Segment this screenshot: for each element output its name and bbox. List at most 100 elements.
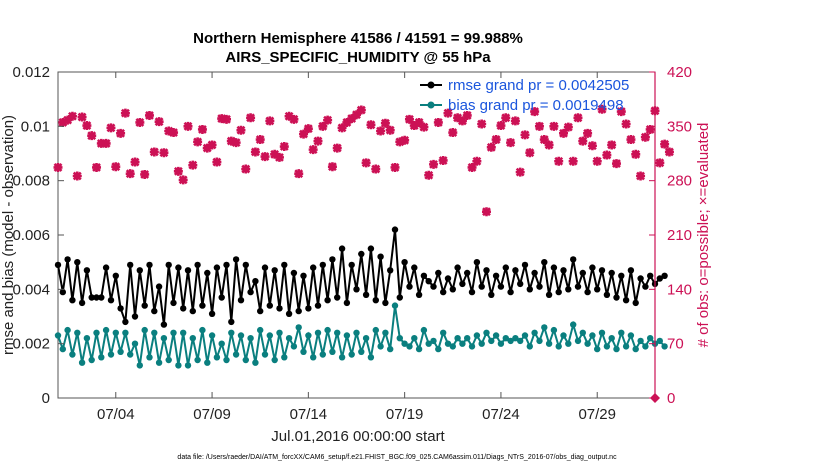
series-0-point-114: [603, 291, 611, 298]
obs-count-marker-2: [63, 115, 73, 125]
series-0-point-36: [228, 318, 235, 326]
obs-count-marker-107: [568, 156, 578, 166]
series-1-point-20: [151, 329, 158, 336]
series-1-point-79: [435, 345, 442, 353]
series-0-point-76: [420, 272, 428, 279]
series-0-point-51: [300, 272, 307, 279]
series-0-point-92: [497, 283, 505, 290]
y-right-tick-label-1: 70: [667, 336, 684, 353]
series-1-point-121: [637, 337, 644, 345]
series-1-point-108: [574, 337, 582, 345]
series-0-point-18: [141, 302, 148, 309]
series-1-point-114: [603, 343, 611, 350]
series-1-point-101: [541, 324, 548, 331]
series-0-point-95: [512, 267, 519, 274]
obs-count-marker-38: [236, 125, 246, 135]
series-1-point-64: [362, 335, 370, 342]
series-0-point-107: [570, 256, 577, 263]
series-0-point-34: [218, 294, 225, 301]
obs-count-marker-80: [438, 155, 448, 165]
obs-count-marker-11: [106, 123, 116, 133]
series-1-point-97: [521, 332, 529, 339]
series-0-point-25: [175, 264, 182, 271]
series-0-point-111: [589, 264, 596, 271]
series-0-point-122: [642, 283, 649, 290]
obs-count-marker-112: [592, 156, 602, 166]
data-file-footnote: data file: /Users/raeder/DAI/ATM_forcXX/…: [177, 454, 617, 461]
series-1-point-11: [107, 351, 115, 358]
series-1-point-18: [141, 326, 148, 334]
series-0-point-48: [285, 310, 293, 317]
series-0-point-39: [242, 261, 249, 269]
obs-count-marker-31: [202, 143, 212, 153]
series-0-point-69: [387, 267, 394, 274]
series-0-point-84: [459, 280, 466, 288]
obs-count-marker-63: [356, 105, 366, 115]
series-1-point-92: [497, 340, 505, 347]
obs-count-marker-106: [563, 122, 573, 132]
series-0-point-75: [415, 291, 423, 298]
series-0-point-46: [276, 305, 283, 312]
obs-count-marker-119: [626, 135, 636, 145]
series-0-point-47: [281, 261, 288, 269]
obs-count-marker-47: [279, 142, 289, 152]
series-1-point-35: [223, 356, 230, 364]
obs-count-marker-64: [361, 158, 371, 168]
series-0-point-102: [545, 291, 553, 298]
series-0-point-101: [541, 259, 548, 266]
series-1-point-2: [64, 326, 71, 334]
series-1-point-33: [213, 354, 221, 361]
obs-count-marker-72: [400, 135, 410, 145]
obs-count-marker-0: [53, 162, 63, 172]
obs-count-marker-115: [607, 140, 617, 150]
series-1-point-32: [208, 332, 216, 339]
series-0-point-61: [348, 261, 355, 269]
obs-count-marker-53: [308, 145, 318, 155]
series-0-point-14: [122, 318, 129, 326]
series-0-point-31: [204, 269, 211, 277]
y-right-tick-label-4: 280: [667, 173, 692, 190]
obs-count-marker-121: [636, 171, 646, 181]
series-1-point-82: [449, 343, 456, 350]
series-0-point-72: [401, 259, 408, 266]
series-0-point-103: [550, 264, 558, 271]
series-0-point-4: [74, 259, 81, 266]
series-0-point-11: [107, 297, 115, 304]
series-0-point-57: [329, 256, 336, 263]
obs-count-marker-60: [342, 117, 352, 127]
series-1-point-86: [468, 343, 476, 350]
obs-count-marker-50: [294, 169, 304, 179]
series-0-point-67: [377, 253, 384, 260]
obs-count-marker-7: [87, 131, 97, 141]
chart-subtitle: AIRS_SPECIFIC_HUMIDITY @ 55 hPa: [225, 49, 491, 66]
series-1-point-63: [358, 348, 365, 355]
series-1-point-31: [204, 359, 211, 366]
series-1-point-15: [127, 351, 134, 358]
x-tick-label-2: 07/14: [290, 406, 328, 423]
obs-count-marker-58: [332, 143, 342, 153]
series-0-point-53: [310, 264, 317, 271]
series-1-point-38: [237, 332, 245, 339]
series-1-point-44: [266, 332, 273, 339]
series-0-point-8: [93, 294, 100, 301]
y-left-tick-label-6: 0.012: [12, 64, 50, 81]
series-0-point-5: [78, 299, 86, 307]
series-1-point-67: [377, 343, 384, 350]
series-0-point-94: [507, 288, 514, 296]
obs-count-marker-67: [376, 126, 386, 136]
plot-area: 07/04 07/09 07/14 07/19 07/24 07/29 0 0.002 0.00…: [12, 64, 692, 423]
obs-count-marker-55: [318, 121, 328, 131]
obs-count-marker-52: [303, 124, 313, 134]
obs-count-marker-10: [101, 138, 111, 148]
series-0-point-0: [54, 261, 62, 269]
series-0-point-20: [151, 307, 158, 315]
obs-count-marker-61: [347, 114, 357, 124]
series-1-point-93: [502, 335, 509, 342]
obs-count-marker-9: [96, 138, 106, 148]
obs-count-marker-105: [559, 128, 569, 138]
obs-count-marker-28: [188, 160, 198, 170]
obs-count-marker-68: [380, 118, 390, 128]
series-0-point-32: [208, 310, 216, 317]
series-1-point-16: [131, 340, 139, 347]
obs-count-marker-125: [655, 158, 665, 168]
